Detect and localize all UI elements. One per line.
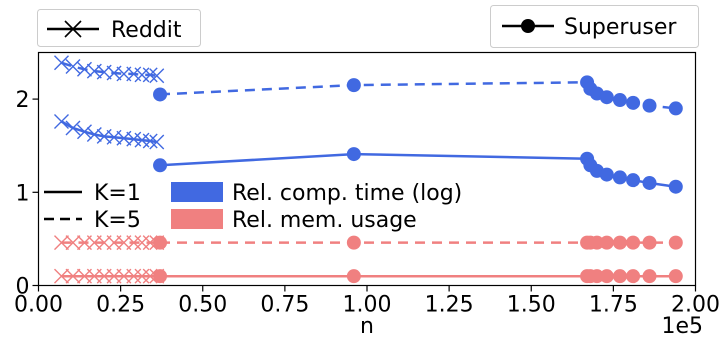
point-reddit-time-k5 [134,67,150,83]
point-reddit-time-k1 [142,133,158,149]
point-reddit-time-k1 [76,124,92,140]
point-reddit-memory-k1 [134,268,150,284]
point-superuser-time-k5 [626,95,641,110]
point-reddit-time-k1 [54,113,69,129]
point-superuser-memory-k5 [612,235,627,250]
point-superuser-memory-k1 [153,269,168,284]
legend-superuser-circle-marker [521,19,535,33]
point-reddit-memory-k5 [65,235,81,251]
point-superuser-memory-k1 [626,269,641,284]
point-reddit-memory-k5 [126,235,142,251]
legend-superuser-box [490,5,699,48]
point-superuser-time-k5 [153,87,168,102]
legend-reddit-box [37,9,201,47]
point-superuser-memory-k1 [589,269,604,284]
point-superuser-time-k5 [668,101,683,116]
point-superuser-time-k1 [599,167,614,182]
point-superuser-time-k1 [612,170,627,185]
point-reddit-memory-k1 [65,268,81,284]
x-tick-label: 0.25 [96,293,145,318]
y-axis: 0 1 2 [16,88,39,300]
point-reddit-memory-k1 [126,268,142,284]
legend-memory-label: Rel. mem. usage [232,208,417,233]
legend-memory-swatch [171,209,223,229]
point-reddit-time-k5 [54,55,69,71]
legend-k1-label: K=1 [94,181,141,206]
point-superuser-memory-k5 [589,235,604,250]
y-tick-label: 0 [16,275,30,300]
point-superuser-memory-k1 [346,269,361,284]
point-superuser-memory-k5 [642,235,657,250]
point-superuser-memory-k1 [599,269,614,284]
x-tick-label: 1.25 [425,293,474,318]
x-tick-label: 2.00 [671,293,720,318]
legend-reddit: Reddit [37,9,201,47]
point-superuser-memory-k5 [346,235,361,250]
point-reddit-time-k1 [65,120,81,136]
point-reddit-time-k1 [149,134,165,150]
legend-reddit-label: Reddit [111,18,182,43]
point-reddit-memory-k5 [54,235,69,251]
x-tick-label: 1.75 [589,293,638,318]
x-tick-label: 0.00 [14,293,63,318]
point-superuser-time-k1 [346,147,361,162]
x-offset-label: 1e5 [661,314,703,338]
point-superuser-memory-k1 [612,269,627,284]
y-tick-label: 2 [16,88,30,113]
point-superuser-time-k5 [612,93,627,108]
point-superuser-memory-k5 [668,235,683,250]
point-superuser-memory-k5 [153,235,168,250]
point-superuser-memory-k5 [626,235,641,250]
y-tick-label: 1 [16,181,30,206]
legend-k5-label: K=5 [94,208,141,233]
point-superuser-time-k1 [668,179,683,194]
legend-k: K=1 K=5 [44,181,141,233]
legend-superuser-label: Superuser [564,15,677,40]
point-reddit-memory-k1 [54,268,69,284]
x-tick-label: 1.00 [343,293,392,318]
legend-metrics: Rel. comp. time (log) Rel. mem. usage [171,181,462,233]
point-superuser-memory-k5 [599,235,614,250]
x-axis: 0.00 0.25 0.50 0.75 1.00 1.25 1.50 1.75 2.00 [14,285,720,318]
x-tick-label: 0.75 [260,293,309,318]
point-reddit-time-k5 [149,68,165,84]
legend-superuser: Superuser [490,5,699,48]
legend-time-swatch [171,182,223,202]
point-reddit-time-k5 [76,61,92,77]
point-reddit-time-k5 [65,58,81,74]
point-reddit-time-k5 [142,67,158,83]
point-superuser-time-k5 [642,98,657,113]
point-superuser-time-k5 [346,78,361,93]
point-superuser-memory-k1 [642,269,657,284]
point-superuser-time-k1 [153,158,168,173]
point-reddit-memory-k5 [134,235,150,251]
point-reddit-time-k1 [86,127,102,143]
x-axis-label: n [360,314,374,338]
legend-time-label: Rel. comp. time (log) [232,181,462,206]
x-tick-label: 1.50 [507,293,556,318]
point-superuser-time-k1 [626,173,641,188]
point-superuser-time-k1 [642,175,657,190]
point-superuser-time-k5 [599,90,614,105]
x-tick-label: 0.50 [178,293,227,318]
point-superuser-memory-k1 [668,269,683,284]
legend-reddit-x-marker [64,20,82,38]
plot-area [54,55,683,284]
